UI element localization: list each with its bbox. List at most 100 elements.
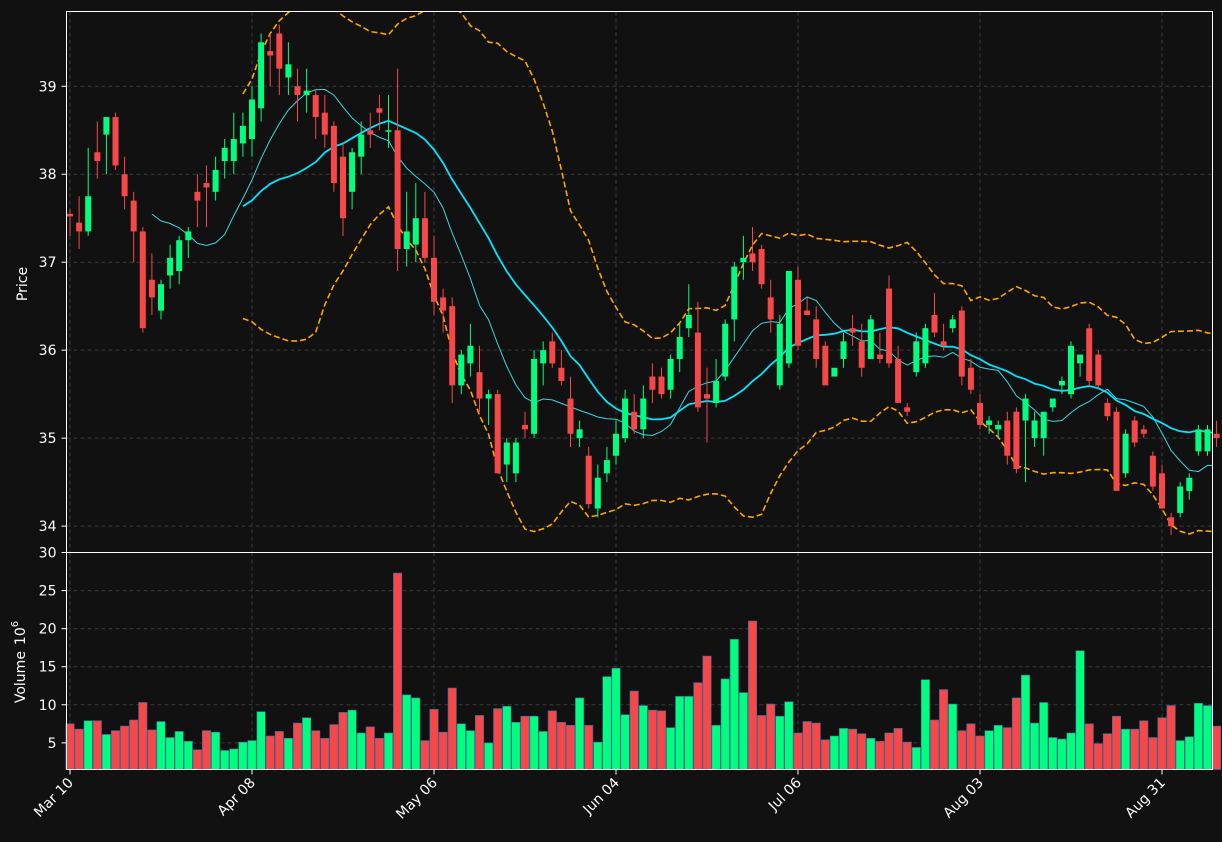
volume-bar xyxy=(1157,717,1167,770)
volume-bar xyxy=(229,748,239,770)
candle-body xyxy=(1013,411,1020,469)
candle xyxy=(967,358,974,395)
volume-bar xyxy=(120,725,130,770)
volume-bar xyxy=(502,706,512,770)
volume-bar xyxy=(1084,723,1094,770)
candle-body xyxy=(649,376,656,390)
candle-body xyxy=(804,310,811,315)
candle xyxy=(449,297,456,403)
volume-bar xyxy=(329,724,339,770)
candle xyxy=(1004,411,1011,465)
volume-bar xyxy=(984,730,994,770)
candle-body xyxy=(1022,398,1029,421)
candle-body xyxy=(112,117,119,166)
candle-body xyxy=(694,332,701,408)
candle-body xyxy=(312,95,319,118)
volume-bar xyxy=(602,676,612,770)
candle xyxy=(431,235,437,315)
candle-body xyxy=(303,90,310,96)
candle xyxy=(640,385,647,439)
volume-bar xyxy=(766,703,776,770)
candle xyxy=(585,446,592,509)
candle-body xyxy=(258,42,265,109)
volume-bar xyxy=(292,722,302,770)
volume-bar xyxy=(857,733,867,770)
candle xyxy=(1159,464,1165,509)
volume-bar xyxy=(529,715,539,770)
candle-body xyxy=(876,354,883,359)
volume-bar xyxy=(338,712,348,770)
candle xyxy=(376,95,383,131)
candle xyxy=(804,297,811,315)
candle xyxy=(931,292,938,337)
volume-bar xyxy=(538,731,548,770)
price-tick-label: 37 xyxy=(39,255,57,271)
volume-bar xyxy=(684,696,694,770)
candle-body xyxy=(203,183,210,188)
candle-body xyxy=(176,240,183,272)
volume-bar xyxy=(875,741,885,770)
candle xyxy=(76,196,83,250)
candle-body xyxy=(749,253,756,263)
candle xyxy=(294,68,301,122)
candle xyxy=(822,341,829,386)
volume-panel-frame xyxy=(66,552,1213,770)
candle-body xyxy=(167,257,174,276)
volume-tick-label: 20 xyxy=(39,622,57,638)
volume-bar xyxy=(838,728,848,770)
candle-body xyxy=(549,341,556,364)
candle xyxy=(540,341,547,386)
candle xyxy=(713,358,720,408)
candle xyxy=(303,68,310,113)
candle xyxy=(139,227,146,333)
candle-body xyxy=(158,284,164,311)
candle-body xyxy=(722,323,729,377)
volume-bar xyxy=(1020,674,1030,770)
candle xyxy=(1140,424,1147,439)
candle-body xyxy=(130,200,137,232)
candle xyxy=(977,394,983,430)
volume-bar xyxy=(656,710,666,770)
candle xyxy=(385,95,392,148)
volume-bar xyxy=(729,638,739,770)
candle-body xyxy=(1204,429,1211,452)
volume-bar xyxy=(1139,720,1149,770)
candle xyxy=(858,323,865,377)
candle xyxy=(312,90,319,140)
price-grid xyxy=(66,11,1213,553)
volume-bar xyxy=(174,731,184,770)
candle xyxy=(904,402,911,417)
volume-bar xyxy=(156,721,166,770)
candle-body xyxy=(822,345,829,386)
candle-body xyxy=(1004,420,1011,456)
candle-body xyxy=(1086,328,1093,381)
candle xyxy=(158,279,164,320)
candle xyxy=(767,279,774,333)
candle xyxy=(1068,341,1074,399)
volume-bar xyxy=(929,719,939,770)
volume-bar xyxy=(1102,733,1112,770)
volume-bar xyxy=(256,711,266,770)
candle-body xyxy=(85,196,92,232)
volume-bar xyxy=(1203,705,1213,770)
candle xyxy=(130,191,137,263)
candle-body xyxy=(1131,420,1138,443)
candle-body xyxy=(1186,477,1193,491)
candle xyxy=(895,345,902,403)
candle-body xyxy=(813,319,820,359)
candle-body xyxy=(986,420,993,425)
candle-body xyxy=(558,367,565,381)
volume-bar xyxy=(565,725,575,770)
candle-body xyxy=(795,279,801,346)
volume-exponent-power: 6 xyxy=(10,621,21,627)
price-tick-label: 35 xyxy=(39,431,57,447)
volume-bar xyxy=(720,678,730,770)
candle xyxy=(267,33,274,87)
candle-body xyxy=(349,152,356,192)
candle-body xyxy=(285,64,292,78)
volume-bar xyxy=(747,620,757,770)
candle-body xyxy=(449,306,456,386)
volume-bar xyxy=(1112,715,1122,770)
candle xyxy=(148,253,155,315)
